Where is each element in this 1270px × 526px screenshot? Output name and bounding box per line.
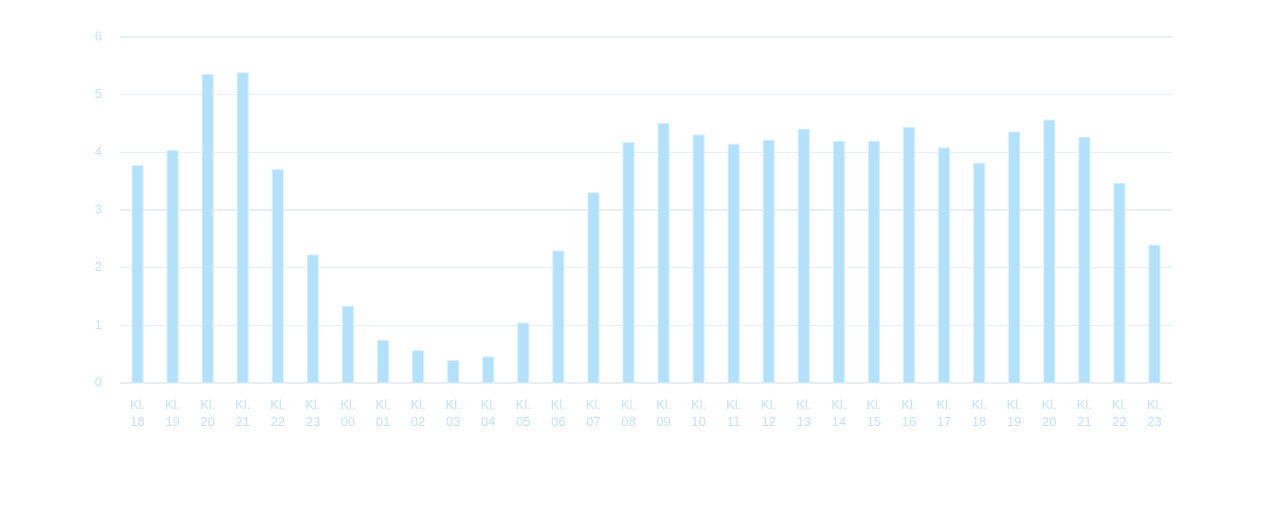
- bar: [1113, 182, 1126, 384]
- bar: [867, 140, 880, 384]
- bar: [271, 169, 284, 384]
- x-tick-label: Kl. 22: [270, 397, 286, 429]
- x-tick-label: Kl. 18: [971, 397, 987, 429]
- y-tick-label: 0: [95, 374, 102, 389]
- bar: [692, 134, 705, 384]
- x-tick-label: Kl. 05: [515, 397, 531, 429]
- x-tick-label: Kl. 09: [655, 397, 672, 429]
- bar: [236, 72, 249, 384]
- x-tick-label: Kl. 12: [761, 397, 777, 429]
- x-tick-label: Kl. 13: [796, 397, 812, 429]
- bar: [412, 350, 425, 384]
- bar: [131, 165, 144, 384]
- x-tick-label: Kl. 01: [375, 397, 391, 429]
- x-tick-label: Kl. 19: [165, 397, 181, 429]
- bar: [377, 339, 389, 384]
- bar: [201, 73, 214, 384]
- bar: [832, 140, 845, 384]
- bar: [622, 142, 635, 384]
- x-tick-label: Kl. 18: [129, 397, 146, 429]
- y-tick-label: 6: [95, 28, 102, 43]
- x-tick-label: Kl. 02: [410, 397, 426, 429]
- x-tick-label: Kl. 10: [691, 397, 707, 429]
- bar: [482, 356, 495, 384]
- bar: [1078, 136, 1091, 384]
- bar: [517, 322, 530, 384]
- y-tick-label: 2: [95, 259, 102, 274]
- x-tick-label: Kl. 20: [1041, 397, 1057, 429]
- x-tick-label: Kl. 15: [866, 397, 882, 429]
- x-tick-label: Kl. 07: [585, 397, 601, 429]
- x-tick-label: Kl. 11: [726, 397, 742, 429]
- x-tick-label: Kl. 06: [550, 397, 566, 429]
- bar: [903, 127, 915, 384]
- bar: [973, 162, 986, 384]
- x-tick-label: Kl. 23: [1146, 397, 1163, 429]
- x-tick-label: Kl. 20: [200, 397, 216, 429]
- bar: [938, 147, 951, 384]
- bar: [727, 143, 740, 384]
- bar: [306, 254, 319, 384]
- bar: [447, 360, 460, 384]
- bar: [587, 192, 600, 384]
- bar: [341, 305, 354, 384]
- y-tick-label: 3: [95, 201, 102, 216]
- x-tick-label: Kl. 21: [1076, 397, 1092, 429]
- bar: [1043, 119, 1056, 384]
- bar: [552, 250, 565, 384]
- bar: [166, 150, 179, 384]
- bar: [1148, 244, 1161, 384]
- bar: [1008, 131, 1021, 384]
- y-tick-label: 4: [95, 144, 102, 159]
- x-tick-label: Kl. 04: [480, 397, 496, 429]
- x-tick-label: Kl. 17: [936, 397, 952, 429]
- bar: [762, 139, 775, 384]
- x-tick-label: Kl. 21: [235, 397, 251, 429]
- bar: [657, 123, 670, 384]
- y-tick-label: 1: [95, 317, 102, 332]
- x-tick-label: Kl. 00: [340, 397, 356, 429]
- x-tick-label: Kl. 22: [1111, 397, 1127, 429]
- y-tick-label: 5: [95, 86, 102, 101]
- bar: [797, 128, 810, 384]
- x-tick-label: Kl. 19: [1006, 397, 1022, 429]
- x-tick-label: Kl. 14: [831, 397, 847, 429]
- x-tick-label: Kl. 08: [620, 397, 637, 429]
- x-tick-label: Kl. 03: [445, 397, 461, 429]
- x-tick-label: Kl. 16: [901, 397, 917, 429]
- x-tick-label: Kl. 23: [305, 397, 321, 429]
